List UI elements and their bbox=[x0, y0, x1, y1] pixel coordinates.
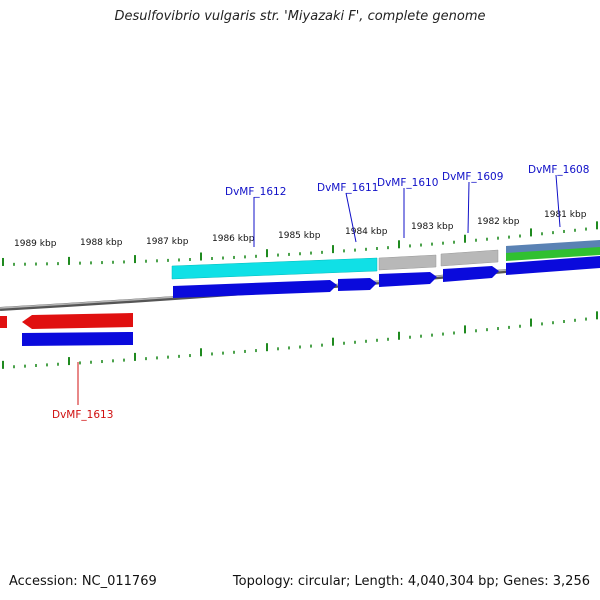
gene-label-1613[interactable]: DvMF_1613 bbox=[52, 409, 113, 421]
cds-feature-1611[interactable] bbox=[378, 254, 437, 271]
feature-1608-green[interactable] bbox=[506, 247, 600, 261]
kbp-label: 1981 kbp bbox=[544, 210, 587, 220]
kbp-label: 1986 kbp bbox=[212, 234, 255, 244]
kbp-label: 1984 kbp bbox=[345, 227, 388, 237]
gene-arrow-1611[interactable] bbox=[338, 278, 377, 291]
gene-arrow-1608[interactable] bbox=[506, 256, 600, 275]
kbp-label: 1988 kbp bbox=[80, 238, 123, 248]
gene-arrow-1610[interactable] bbox=[379, 272, 437, 287]
kbp-label: 1989 kbp bbox=[14, 239, 57, 249]
gene-label-1611[interactable]: DvMF_1611 bbox=[317, 182, 378, 194]
gene-block-1613-blue[interactable] bbox=[22, 332, 133, 346]
upper-tick-track bbox=[2, 221, 598, 266]
gene-arrow-1613[interactable] bbox=[22, 313, 133, 329]
gene-label-1609[interactable]: DvMF_1609 bbox=[442, 171, 503, 183]
gene-arrow-1609[interactable] bbox=[443, 266, 499, 282]
label-line-1609 bbox=[467, 181, 470, 234]
gene-label-1612[interactable]: DvMF_1612 bbox=[225, 186, 286, 198]
label-line-1608 bbox=[555, 174, 561, 228]
kbp-label: 1982 kbp bbox=[477, 217, 520, 227]
label-line-1611 bbox=[345, 192, 357, 243]
cds-feature-1610[interactable] bbox=[440, 249, 499, 267]
cds-feature-1612[interactable] bbox=[171, 257, 378, 280]
feature-1608-steel[interactable] bbox=[506, 240, 600, 255]
kbp-label: 1985 kbp bbox=[278, 231, 321, 241]
map-title: Desulfovibrio vulgaris str. 'Miyazaki F'… bbox=[114, 9, 486, 24]
gene-label-1610[interactable]: DvMF_1610 bbox=[377, 177, 438, 189]
genome-summary-text: Topology: circular; Length: 4,040,304 bp… bbox=[232, 574, 590, 589]
accession-text: Accession: NC_011769 bbox=[9, 574, 157, 589]
gene-arrow-1612[interactable] bbox=[173, 280, 337, 298]
lower-tick-track bbox=[2, 311, 598, 369]
kbp-label: 1983 kbp bbox=[411, 222, 454, 232]
kbp-label: 1987 kbp bbox=[146, 237, 189, 247]
gene-label-1608[interactable]: DvMF_1608 bbox=[528, 164, 589, 176]
gene-arrow-reverse-left[interactable] bbox=[0, 316, 7, 328]
